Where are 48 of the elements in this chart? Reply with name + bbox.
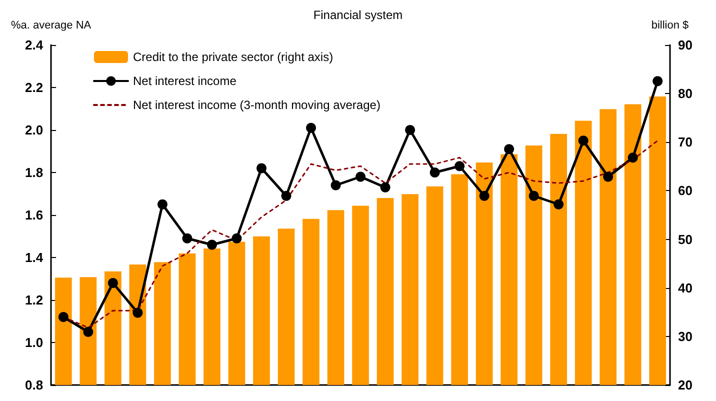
point [479,190,490,201]
point [182,233,192,244]
point [454,161,465,172]
point [281,190,292,201]
legend-label: Net interest income (3-month moving average) [133,98,380,112]
point [528,190,539,201]
point [330,180,341,190]
point [83,326,94,337]
point [108,278,118,288]
point [132,308,143,318]
y2-tick-label: 20 [678,378,692,392]
point [232,233,242,244]
point [58,312,68,322]
point [256,163,266,174]
y-axis-title: %a. average NA [10,20,92,32]
point [157,199,168,210]
y-tick-label: 1.2 [24,292,44,308]
point [356,172,366,182]
y2-tick-label: 40 [678,280,692,296]
point [603,172,614,182]
y2-axis-title: billion $ [651,20,689,32]
point [652,76,663,86]
y-tick-label: 2.4 [24,38,44,52]
y2-tick-label: 90 [678,38,692,52]
point [430,168,440,178]
legend-label: Net interest income [133,74,237,88]
point [405,125,416,135]
point [628,152,638,163]
y2-tick-label: 30 [678,328,692,344]
y2-tick-label: 50 [678,232,692,247]
y-tick-label: 2.2 [24,80,44,95]
y2-tick-label: 60 [678,183,692,198]
y-tick-label: 1.0 [24,335,44,350]
y-tick-label: 1.8 [24,165,44,180]
point [380,182,390,192]
point [554,199,564,210]
chart-title: Financial system [313,8,403,22]
y-tick-label: 1.6 [24,208,44,222]
point [306,122,316,133]
point [206,240,217,250]
point [578,136,588,146]
y-tick-label: 1.4 [24,250,44,265]
y-tick-label: 0.8 [24,378,44,392]
point [504,144,514,154]
y2-tick-label: 70 [678,134,692,150]
y2-tick-label: 80 [678,86,692,102]
legend-label: Credit to the private sector (right axis) [133,50,334,64]
y-tick-label: 2.0 [24,122,44,138]
